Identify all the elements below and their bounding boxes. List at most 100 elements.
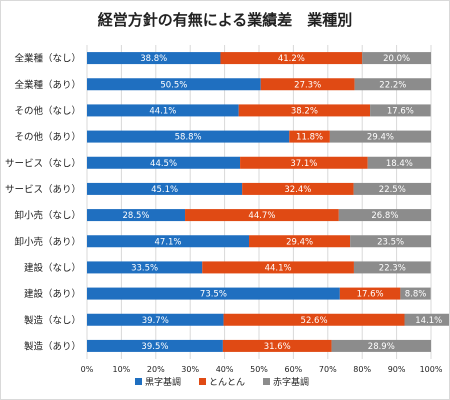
- bar-segment: [400, 287, 431, 300]
- x-tick-label: 80%: [353, 365, 371, 374]
- bar-segment: [238, 104, 371, 117]
- data-label: 37.1%: [290, 159, 317, 169]
- x-tick-label: 30%: [181, 365, 199, 374]
- x-tick-label: 0%: [81, 365, 94, 374]
- x-tick-label: 20%: [147, 365, 165, 374]
- bar-segment: [185, 209, 339, 222]
- bar-segment: [87, 78, 261, 91]
- category-label: 卸小売（あり）: [14, 236, 81, 248]
- data-label: 32.4%: [284, 185, 311, 195]
- category-label: 製造（なし）: [24, 314, 81, 326]
- bar-segment: [222, 339, 332, 352]
- bars: 38.8% 41.2% 20.0% 50.5% 27.3% 22.2% 44.1% 38.2%…: [87, 52, 449, 352]
- bar-segment: [87, 182, 243, 195]
- gridlines: [86, 45, 432, 359]
- legend-label: 黒字基調: [145, 376, 181, 388]
- data-label: 39.5%: [141, 342, 168, 352]
- data-label: 22.2%: [379, 80, 406, 90]
- data-label: 28.5%: [123, 211, 150, 221]
- bar-segment: [367, 156, 431, 169]
- category-label: 建設（なし）: [24, 262, 81, 274]
- bar-segment: [353, 261, 431, 274]
- bar-segment: [338, 209, 431, 222]
- data-label: 18.4%: [386, 159, 413, 169]
- legend-label: 赤字基調: [273, 376, 309, 388]
- x-tick-label: 10%: [113, 365, 131, 374]
- data-label: 38.2%: [291, 106, 318, 116]
- data-label: 45.1%: [151, 185, 178, 195]
- category-label: 建設（あり）: [24, 288, 81, 300]
- data-label: 23.5%: [377, 237, 404, 247]
- bar-segment: [87, 52, 221, 65]
- data-label: 58.8%: [175, 133, 202, 143]
- data-label: 44.7%: [248, 211, 275, 221]
- bar-segment: [223, 313, 405, 326]
- x-tick-label: 40%: [216, 365, 234, 374]
- data-label: 28.9%: [368, 342, 395, 352]
- legend-swatch: [199, 378, 206, 385]
- bar-segment: [249, 235, 351, 248]
- data-label: 73.5%: [200, 290, 227, 300]
- category-label: 全業種（なし）: [14, 53, 81, 65]
- bar-segment: [87, 287, 340, 300]
- bar-segment: [329, 130, 431, 143]
- category-labels: 全業種（なし） 全業種（あり） その他（なし） その他（あり） サービス（なし） サービス…: [5, 53, 81, 353]
- bar-segment: [404, 313, 449, 326]
- category-label: その他（あり）: [14, 131, 81, 143]
- bar-segment: [362, 52, 431, 65]
- x-axis-ticks: 0% 10% 20% 30% 40% 50% 60% 70% 80% 90% 100%: [81, 365, 443, 374]
- bar-segment: [87, 261, 203, 274]
- data-label: 33.5%: [131, 263, 158, 273]
- bar-segment: [353, 182, 431, 195]
- data-label: 44.5%: [150, 159, 177, 169]
- data-label: 8.8%: [405, 290, 427, 300]
- data-label: 20.0%: [383, 54, 410, 64]
- data-label: 17.6%: [357, 290, 384, 300]
- bar-segment: [87, 313, 224, 326]
- data-label: 17.6%: [387, 106, 414, 116]
- category-label: 卸小売（なし）: [14, 210, 81, 222]
- bar-segment: [339, 287, 401, 300]
- data-label: 39.7%: [142, 316, 169, 326]
- data-label: 31.6%: [264, 342, 291, 352]
- x-tick-label: 70%: [319, 365, 337, 374]
- bar-segment: [240, 156, 368, 169]
- data-label: 22.5%: [379, 185, 406, 195]
- category-label: サービス（なし）: [5, 157, 81, 169]
- chart-title: 経営方針の有無による業績差 業種別: [98, 11, 353, 29]
- legend-swatch: [135, 378, 142, 385]
- x-tick-label: 90%: [388, 365, 406, 374]
- bar-segment: [354, 78, 431, 91]
- data-label: 29.4%: [367, 133, 394, 143]
- bar-segment: [220, 52, 363, 65]
- category-label: サービス（あり）: [5, 183, 81, 195]
- bar-segment: [87, 209, 186, 222]
- data-label: 50.5%: [160, 80, 187, 90]
- bar-segment: [242, 182, 354, 195]
- legend-label: とんとん: [209, 377, 245, 388]
- data-label: 38.8%: [140, 54, 167, 64]
- x-tick-label: 60%: [285, 365, 303, 374]
- bar-segment: [260, 78, 355, 91]
- bar-segment: [331, 339, 431, 352]
- bar-segment: [289, 130, 330, 143]
- x-tick-label: 50%: [250, 365, 268, 374]
- bar-segment: [350, 235, 431, 248]
- data-label: 29.4%: [286, 237, 313, 247]
- bar-segment: [87, 130, 290, 143]
- data-label: 47.1%: [155, 237, 182, 247]
- category-label: その他（なし）: [14, 105, 81, 117]
- bar-segment: [87, 104, 239, 117]
- bar-segment: [87, 156, 241, 169]
- data-label: 44.1%: [265, 263, 292, 273]
- category-label: 全業種（あり）: [14, 79, 81, 91]
- data-label: 41.2%: [278, 54, 305, 64]
- bar-segment: [87, 339, 223, 352]
- category-label: 製造（あり）: [24, 340, 81, 352]
- data-label: 27.3%: [294, 80, 321, 90]
- bar-segment: [370, 104, 431, 117]
- data-label: 44.1%: [149, 106, 176, 116]
- data-label: 14.1%: [415, 316, 442, 326]
